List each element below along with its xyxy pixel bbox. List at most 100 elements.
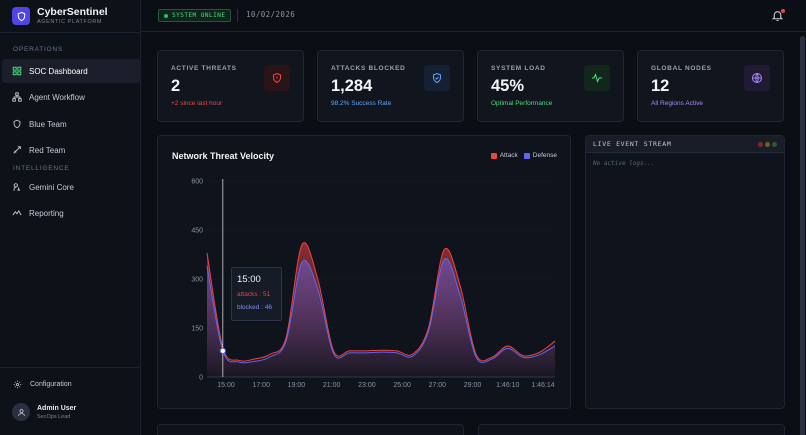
shield-check-icon — [424, 65, 450, 91]
shield-logo-icon — [12, 7, 30, 25]
sidebar-item-label: Agent Workflow — [29, 92, 85, 102]
stat-card-attacks-blocked: ATTACKS BLOCKED 1,284 98.2% Success Rate — [317, 50, 464, 122]
shield-icon — [11, 119, 22, 130]
yellow-dot-icon[interactable] — [765, 141, 770, 147]
chart-legend: Attack Defense — [485, 152, 557, 159]
stream-header: LIVE EVENT STREAM — [586, 136, 784, 153]
legend-swatch — [490, 152, 497, 159]
section-label-operations: OPERATIONS — [13, 46, 64, 53]
x-tick-label: 25:00 — [393, 382, 411, 389]
stat-label: SYSTEM LOAD — [491, 65, 546, 72]
hover-point[interactable] — [219, 347, 226, 354]
stat-card-active-threats: ACTIVE THREATS 2 +2 since last hour — [157, 50, 304, 122]
sidebar-item-label: SOC Dashboard — [29, 66, 88, 76]
y-tick-label: 300 — [191, 277, 203, 284]
y-tick-label: 450 — [191, 228, 203, 235]
x-tick-label: 27:00 — [429, 382, 447, 389]
notification-dot — [781, 9, 785, 13]
sidebar-item-blue-team[interactable]: Blue Team — [2, 112, 140, 136]
x-tick-label: 23:00 — [358, 382, 376, 389]
red-dot-icon[interactable] — [758, 141, 763, 147]
bottom-panel-left — [157, 424, 464, 435]
legend-label: Attack — [499, 152, 518, 159]
bell-icon — [771, 11, 784, 21]
brand-title: CyberSentinel — [37, 6, 108, 18]
activity-icon — [11, 208, 22, 219]
sidebar: CyberSentinel AGENTIC PLATFORM OPERATION… — [0, 0, 141, 435]
y-tick-label: 600 — [191, 179, 203, 186]
stat-subtext: All Regions Active — [651, 100, 704, 107]
page-scrollbar[interactable] — [799, 32, 806, 435]
divider — [0, 367, 141, 368]
shield-alert-icon — [264, 65, 290, 91]
brand-subtitle: AGENTIC PLATFORM — [37, 19, 103, 25]
x-tick-label: 1:46:10 — [496, 382, 519, 389]
live-event-stream: LIVE EVENT STREAM No active logs... — [585, 135, 785, 409]
chart-tooltip: 15:00 attacks : 51 blocked : 46 — [231, 267, 282, 321]
scrollbar-thumb[interactable] — [800, 36, 805, 435]
sidebar-item-agent-workflow[interactable]: Agent Workflow — [2, 85, 140, 109]
divider — [0, 32, 141, 33]
series-line-defense[interactable] — [206, 258, 556, 364]
legend-swatch — [523, 152, 530, 159]
x-tick-label: 21:00 — [323, 382, 341, 389]
stat-value: 45% — [491, 77, 525, 95]
window-controls — [756, 141, 777, 147]
stat-subtext: +2 since last hour — [171, 100, 223, 107]
sidebar-item-label: Reporting — [29, 208, 64, 218]
stat-card-global-nodes: GLOBAL NODES 12 All Regions Active — [637, 50, 784, 122]
sidebar-item-reporting[interactable]: Reporting — [2, 201, 140, 225]
stat-subtext: Optimal Performance — [491, 100, 553, 107]
sword-icon — [11, 145, 22, 156]
series-area-defense — [207, 258, 555, 377]
bottom-panel-right — [478, 424, 785, 435]
stream-title: LIVE EVENT STREAM — [593, 140, 672, 148]
status-dot-icon — [164, 13, 168, 18]
stat-label: ATTACKS BLOCKED — [331, 65, 406, 72]
globe-icon — [744, 65, 770, 91]
grid-icon — [11, 66, 22, 77]
legend-item-attack[interactable]: Attack — [490, 152, 518, 159]
x-tick-label: 19:00 — [288, 382, 306, 389]
sidebar-item-gemini-core[interactable]: Gemini Core — [2, 175, 140, 199]
stat-card-system-load: SYSTEM LOAD 45% Optimal Performance — [477, 50, 624, 122]
y-tick-label: 0 — [199, 375, 203, 382]
user-name: Admin User — [37, 404, 77, 412]
chart-panel: Network Threat Velocity Attack Defense 0… — [157, 135, 571, 409]
sidebar-item-label: Red Team — [29, 145, 66, 155]
x-tick-label: 1:46:14 — [531, 382, 554, 389]
series-line-attack[interactable] — [206, 242, 556, 362]
notifications-button[interactable] — [771, 9, 785, 23]
status-text: SYSTEM ONLINE — [172, 12, 226, 19]
threat-velocity-chart[interactable]: 0 150 300 450 600 15:00 17:00 19:00 21:00 23:00 25… — [158, 136, 572, 410]
stat-subtext: 98.2% Success Rate — [331, 100, 392, 107]
pulse-icon — [584, 65, 610, 91]
sidebar-item-red-team[interactable]: Red Team — [2, 138, 140, 162]
brand[interactable]: CyberSentinel AGENTIC PLATFORM — [12, 5, 108, 27]
workflow-icon — [11, 92, 22, 103]
x-tick-label: 29:00 — [464, 382, 482, 389]
tooltip-time: 15:00 — [237, 274, 261, 285]
y-tick-label: 150 — [191, 326, 203, 333]
sidebar-item-soc-dashboard[interactable]: SOC Dashboard — [2, 59, 140, 83]
stat-value: 1,284 — [331, 77, 373, 95]
legend-label: Defense — [532, 152, 557, 159]
x-tick-label: 17:00 — [252, 382, 270, 389]
tooltip-blocked: blocked : 46 — [237, 304, 273, 311]
legend-item-defense[interactable]: Defense — [523, 152, 557, 159]
top-header: SYSTEM ONLINE 10/02/2026 — [141, 0, 806, 32]
configuration-button[interactable]: Configuration — [13, 380, 72, 389]
gear-icon — [13, 380, 22, 389]
avatar — [12, 403, 30, 421]
status-badge: SYSTEM ONLINE — [158, 9, 232, 22]
section-label-intelligence: INTELLIGENCE — [13, 165, 70, 172]
stat-value: 12 — [651, 77, 670, 95]
x-tick-label: 15:00 — [217, 382, 235, 389]
green-dot-icon[interactable] — [772, 141, 777, 147]
user-profile[interactable]: Admin User SecOps Lead — [12, 403, 76, 421]
user-role: SecOps Lead — [37, 413, 71, 420]
tooltip-attacks: attacks : 51 — [237, 291, 271, 298]
sidebar-item-label: Blue Team — [29, 119, 67, 129]
header-date: 10/02/2026 — [246, 10, 296, 19]
stat-value: 2 — [171, 77, 181, 95]
